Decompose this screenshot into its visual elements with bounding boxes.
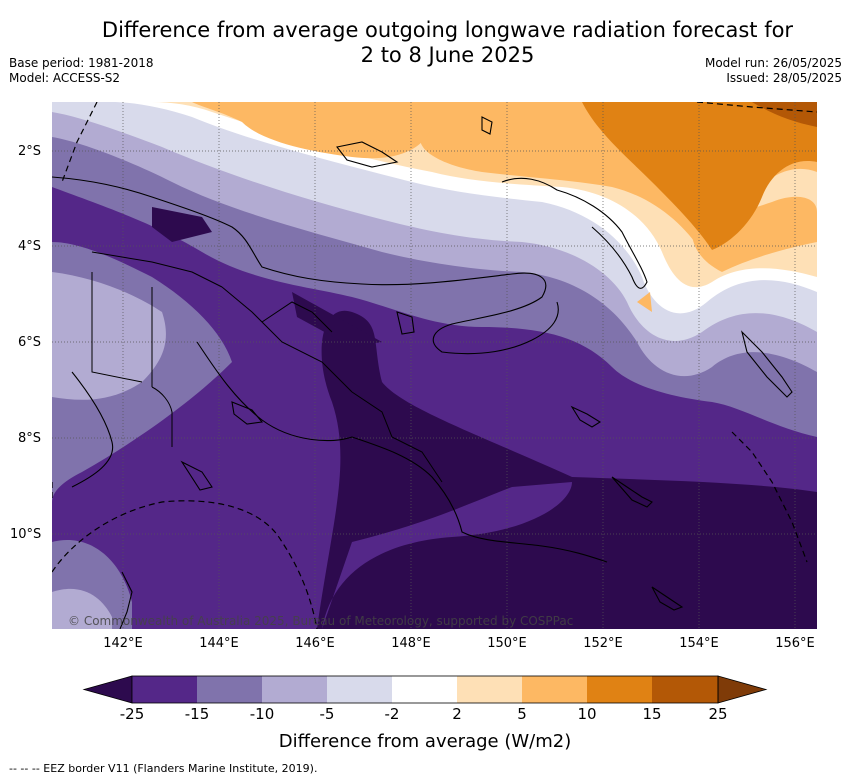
colorbar-tick-2: -15 xyxy=(184,705,210,723)
meta-left: Base period: 1981-2018 Model: ACCESS-S2 xyxy=(9,56,154,86)
band-p10-p15 xyxy=(582,102,817,250)
model-name: Model: ACCESS-S2 xyxy=(9,71,121,85)
colorbar-cell-6 xyxy=(457,676,522,703)
lat-label-8s: 8°S xyxy=(18,431,42,446)
lon-label-144e: 144°E xyxy=(199,636,239,651)
coastlines xyxy=(52,116,793,629)
band-p5-p10-blob xyxy=(637,292,652,312)
colorbar-tick-8: 10 xyxy=(577,705,597,723)
colorbar-title: Difference from average (W/m2) xyxy=(278,731,572,752)
colorbar-cell-4 xyxy=(327,676,392,703)
band-m10-m5-west xyxy=(52,272,166,400)
colorbar-cell-8 xyxy=(587,676,652,703)
map-title: Difference from average outgoing longwav… xyxy=(90,18,805,68)
colorbar-tick-7: 5 xyxy=(517,705,527,723)
lat-label-4s: 4°S xyxy=(18,239,42,254)
map-canvas xyxy=(52,102,817,629)
band-lt25-blob-north xyxy=(152,207,212,242)
title-line-1: Difference from average outgoing longwav… xyxy=(101,18,794,42)
colorbar-tick-9: 15 xyxy=(642,705,662,723)
eez-borders xyxy=(52,102,817,629)
colorbar-tick-6: 2 xyxy=(452,705,462,723)
lon-label-150e: 150°E xyxy=(487,636,527,651)
colorbar xyxy=(82,675,768,704)
colorbar-tick-3: -10 xyxy=(249,705,275,723)
colorbar-cell-5 xyxy=(392,676,457,703)
colorbar-cell-min xyxy=(82,675,133,704)
anomaly-map xyxy=(52,102,817,629)
base-period: Base period: 1981-2018 xyxy=(9,56,154,70)
graticule xyxy=(52,102,817,629)
colorbar-cell-max xyxy=(717,675,768,704)
colorbar-cell-2 xyxy=(197,676,262,703)
lat-label-6s: 6°S xyxy=(18,335,42,350)
eez-footnote: -- -- -- EEZ border V11 (Flanders Marine… xyxy=(9,762,318,775)
issued-date: Issued: 28/05/2025 xyxy=(726,71,842,85)
boundaries xyxy=(91,251,443,483)
colorbar-cell-9 xyxy=(652,676,718,703)
colorbar-cell-3 xyxy=(262,676,327,703)
lon-label-154e: 154°E xyxy=(679,636,719,651)
lon-label-156e: 156°E xyxy=(775,636,815,651)
colorbar-tick-4: -5 xyxy=(319,705,335,723)
colorbar-tick-1: -25 xyxy=(119,705,145,723)
band-m25-m15-south xyxy=(322,482,572,629)
model-run: Model run: 26/05/2025 xyxy=(704,56,842,70)
colorbar-outline xyxy=(131,675,719,704)
meta-right: Model run: 26/05/2025 Issued: 28/05/2025 xyxy=(705,56,842,86)
colorbar-cell-1 xyxy=(132,676,197,703)
lon-label-148e: 148°E xyxy=(391,636,431,651)
band-lt25-blob-central xyxy=(292,292,382,347)
colorbar-tick-5: -2 xyxy=(384,705,400,723)
lon-label-146e: 146°E xyxy=(295,636,335,651)
lat-label-2s: 2°S xyxy=(18,144,42,159)
colorbar-tick-10: 25 xyxy=(708,705,728,723)
lon-label-152e: 152°E xyxy=(583,636,623,651)
lon-label-142e: 142°E xyxy=(103,636,143,651)
lat-label-10s: 10°S xyxy=(10,527,42,542)
band-p5-p10-ne xyxy=(692,196,817,272)
copyright-note: © Commonwealth of Australia 2025, Bureau… xyxy=(68,614,574,628)
colorbar-cell-7 xyxy=(522,676,587,703)
band-p5-p10-west xyxy=(192,102,432,159)
title-line-2: 2 to 8 June 2025 xyxy=(360,43,535,67)
band-m10-m5-sw xyxy=(52,588,112,629)
